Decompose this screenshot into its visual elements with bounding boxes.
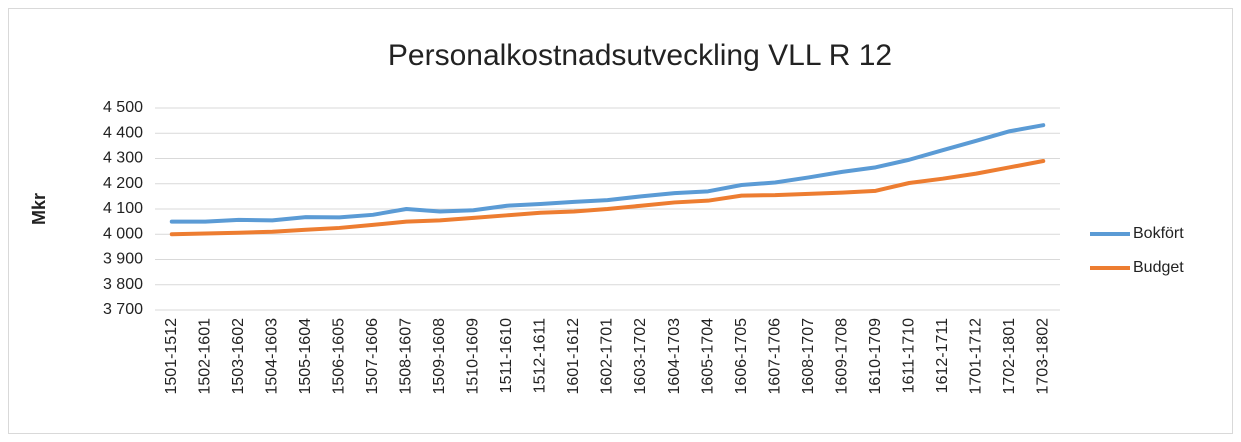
x-tick-label: 1504-1603 (264, 318, 281, 395)
y-tick-label: 4 300 (103, 150, 143, 167)
x-tick-label: 1610-1709 (867, 318, 884, 395)
x-tick-label: 1604-1703 (666, 318, 683, 395)
series-line (169, 123, 1046, 224)
x-tick-label: 1502-1601 (196, 318, 213, 395)
legend-label: Bokfört (1133, 225, 1184, 242)
x-tick-label: 1602-1701 (599, 318, 616, 395)
x-tick-label: 1607-1706 (766, 318, 783, 395)
x-tick-label: 1505-1604 (297, 318, 314, 395)
y-tick-label: 3 900 (103, 251, 143, 268)
y-tick-label: 3 800 (103, 276, 143, 293)
x-tick-label: 1603-1702 (632, 318, 649, 395)
y-tick-label: 4 500 (103, 99, 143, 116)
x-tick-label: 1501-1512 (163, 318, 180, 395)
x-tick-label: 1512-1611 (532, 318, 549, 393)
x-tick-label: 1601-1612 (565, 318, 582, 395)
x-tick-label: 1612-1711 (934, 318, 951, 393)
x-tick-label: 1605-1704 (699, 318, 716, 395)
x-tick-label: 1609-1708 (833, 318, 850, 395)
y-tick-label: 4 100 (103, 200, 143, 217)
y-axis-label: Mkr (29, 193, 49, 225)
x-tick-label: 1510-1609 (465, 318, 482, 395)
x-tick-label: 1701-1712 (967, 318, 984, 395)
legend-label: Budget (1133, 259, 1184, 276)
chart-title: Personalkostnadsutveckling VLL R 12 (388, 39, 892, 72)
y-tick-label: 4 400 (103, 124, 143, 141)
y-tick-label: 4 000 (103, 225, 143, 242)
y-tick-label: 4 200 (103, 175, 143, 192)
x-tick-label: 1507-1606 (364, 318, 381, 395)
x-tick-label: 1506-1605 (331, 318, 348, 395)
y-tick-label: 3 700 (103, 301, 143, 318)
x-tick-label: 1508-1607 (398, 318, 415, 395)
x-tick-label: 1702-1801 (1001, 318, 1018, 395)
x-tick-label: 1703-1802 (1034, 318, 1051, 395)
x-tick-label: 1511-1610 (498, 318, 515, 393)
x-tick-label: 1606-1705 (733, 318, 750, 395)
series-line (169, 159, 1046, 237)
x-tick-label: 1509-1608 (431, 318, 448, 395)
x-tick-label: 1608-1707 (800, 318, 817, 395)
x-tick-label: 1611-1710 (900, 318, 917, 393)
x-tick-label: 1503-1602 (230, 318, 247, 395)
